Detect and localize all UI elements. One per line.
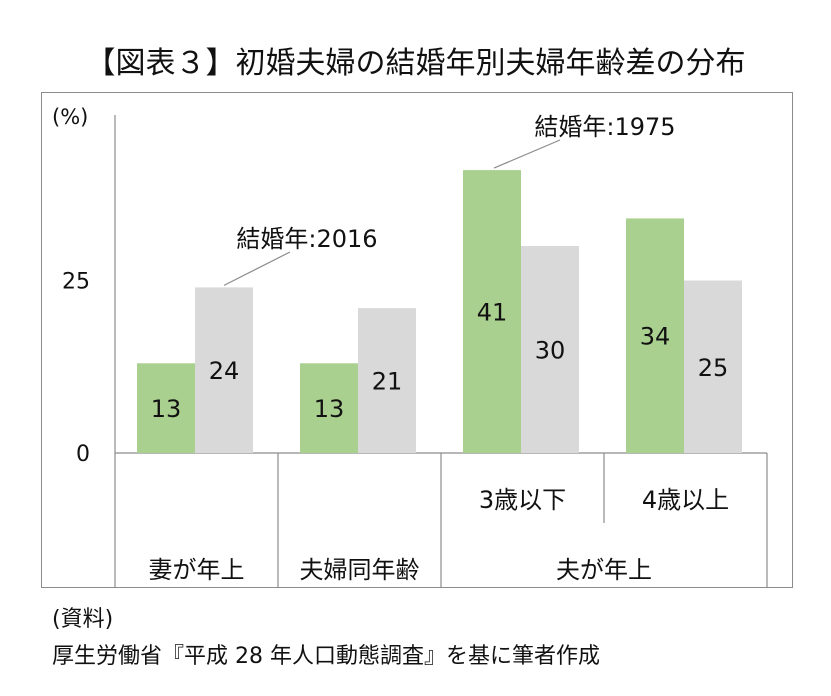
bar-series2 [195,287,253,453]
chart-title: 【図表３】初婚夫婦の結婚年別夫婦年齢差の分布 [85,46,746,81]
plot-frame [41,92,793,588]
bar-series1 [463,170,521,453]
x-group-label: 夫が年上 [556,556,652,584]
x-subcategory-label: 4歳以上 [642,486,729,514]
y-axis-unit-label: (%) [52,105,88,129]
source-label: (資料) [52,607,114,632]
data-label: 25 [698,354,729,382]
bar-series1 [300,363,358,453]
data-label: 13 [151,395,182,423]
data-label: 21 [372,368,403,396]
y-tick-label: 0 [76,442,90,467]
data-label: 34 [640,323,671,351]
data-label: 13 [314,395,345,423]
x-group-label: 妻が年上 [149,556,245,584]
y-tick-label: 25 [62,270,90,295]
series-annotation-2016: 結婚年:2016 [236,225,377,253]
series-annotation-1975: 結婚年:1975 [534,113,675,141]
bar-series2 [521,246,579,453]
data-label: 41 [477,299,508,327]
x-subcategory-label: 3歳以下 [479,486,566,514]
bar-series2 [358,308,416,453]
annotation-leader-1975 [493,139,561,169]
data-label: 24 [209,357,240,385]
annotation-leader-2016 [223,251,291,286]
bar-series2 [684,280,742,453]
data-label: 30 [535,337,566,365]
bar-series1 [137,363,195,453]
bar-series1 [626,218,684,453]
source-text: 厚生労働省『平成 28 年人口動態調査』を基に筆者作成 [52,644,600,669]
x-group-label: 夫婦同年齢 [300,556,420,584]
